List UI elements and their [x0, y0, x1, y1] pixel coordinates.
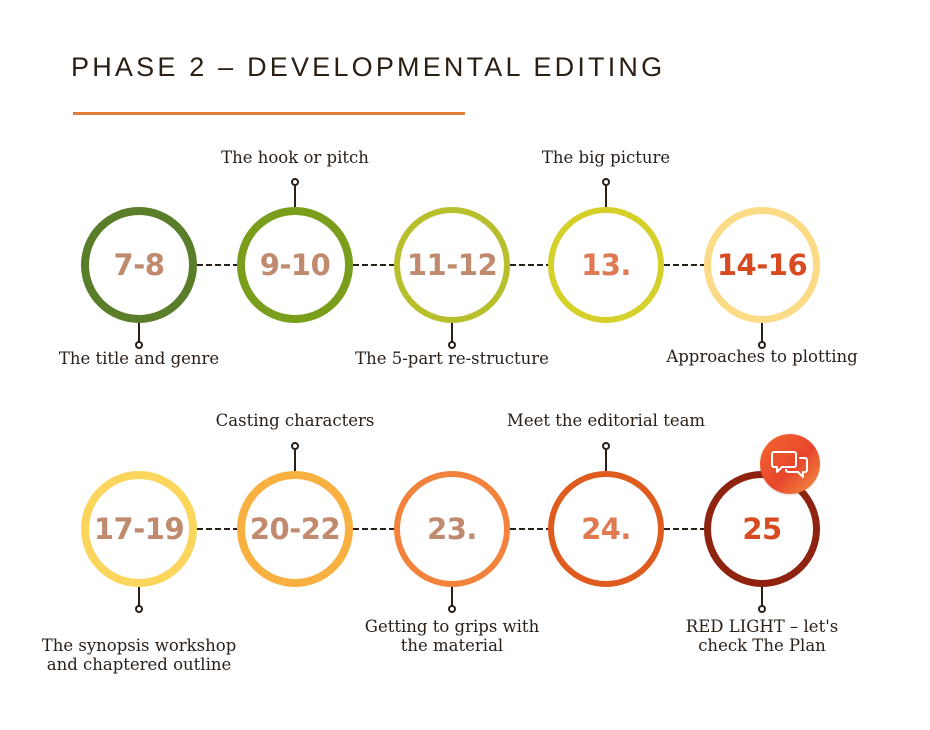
step-number: 20-22 — [249, 512, 341, 546]
step-number: 23. — [427, 512, 477, 546]
step-number: 9-10 — [259, 248, 331, 282]
step-label: Casting characters — [215, 411, 375, 430]
step-number: 11-12 — [406, 248, 498, 282]
step-circle[interactable]: 17-19 — [81, 471, 197, 587]
step-circle[interactable]: 23. — [394, 471, 510, 587]
step-label: Getting to grips with the material — [364, 617, 540, 655]
label-stem-dot — [135, 605, 143, 613]
step-label: Approaches to plotting — [666, 347, 858, 366]
step-label: The 5-part re-structure — [355, 349, 549, 368]
step-label: The synopsis workshop and chaptered outli… — [41, 636, 237, 674]
step-circle[interactable]: 7-8 — [81, 207, 197, 323]
label-stem-dot — [291, 442, 299, 450]
label-stem-dot — [602, 178, 610, 186]
step-circle[interactable]: 20-22 — [237, 471, 353, 587]
label-stem-dot — [135, 341, 143, 349]
step-circle[interactable]: 13. — [548, 207, 664, 323]
step-circle[interactable]: 11-12 — [394, 207, 510, 323]
step-number: 25 — [742, 512, 782, 546]
label-stem-dot — [758, 605, 766, 613]
label-stem-dot — [448, 605, 456, 613]
step-label: The hook or pitch — [221, 148, 369, 167]
step-number: 14-16 — [716, 248, 808, 282]
title-underline — [73, 112, 465, 115]
step-circle[interactable]: 9-10 — [237, 207, 353, 323]
step-label: The big picture — [541, 148, 671, 167]
step-label: Meet the editorial team — [506, 411, 706, 430]
chat-badge[interactable] — [760, 434, 820, 494]
step-number: 13. — [581, 248, 631, 282]
label-stem-dot — [602, 442, 610, 450]
step-label: The title and genre — [58, 349, 220, 368]
step-number: 24. — [581, 512, 631, 546]
step-circle[interactable]: 14-16 — [704, 207, 820, 323]
step-number: 17-19 — [93, 512, 185, 546]
label-stem-dot — [291, 178, 299, 186]
page-title: PHASE 2 – DEVELOPMENTAL EDITING — [71, 52, 666, 82]
step-circle[interactable]: 24. — [548, 471, 664, 587]
label-stem-dot — [758, 341, 766, 349]
step-number: 7-8 — [113, 248, 165, 282]
step-label: RED LIGHT – let's check The Plan — [685, 617, 839, 655]
chat-bubbles-icon — [771, 451, 808, 478]
label-stem-dot — [448, 341, 456, 349]
